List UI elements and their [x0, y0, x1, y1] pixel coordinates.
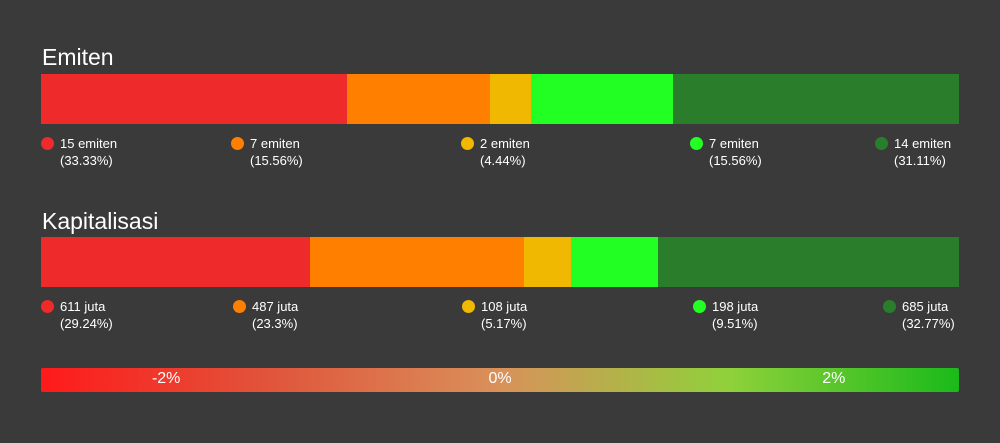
legend-dot-icon: [690, 137, 703, 150]
legend-item: 685 juta (32.77%): [883, 298, 955, 332]
legend-label: 198 juta: [712, 299, 759, 314]
emiten-bar: [41, 74, 959, 124]
legend-item: 15 emiten (33.33%): [41, 135, 117, 169]
kapitalisasi-title: Kapitalisasi: [42, 208, 159, 234]
legend-label: 14 emiten: [894, 136, 952, 151]
legend-item: 2 emiten (4.44%): [461, 135, 530, 169]
bar-segment: [657, 237, 959, 287]
legend-label: 487 juta: [252, 299, 299, 314]
legend-percent: (4.44%): [480, 153, 526, 168]
legend-percent: (9.51%): [712, 316, 758, 331]
legend-percent: (29.24%): [60, 316, 113, 331]
legend-label: 108 juta: [481, 299, 528, 314]
legend-dot-icon: [462, 300, 475, 313]
legend-item: 14 emiten (31.11%): [875, 135, 951, 169]
color-scale: -2% 0% 2%: [41, 368, 959, 392]
legend-dot-icon: [461, 137, 474, 150]
legend-percent: (33.33%): [60, 153, 113, 168]
kapitalisasi-bar: [41, 237, 959, 287]
scale-label: 2%: [822, 370, 846, 387]
legend-percent: (31.11%): [894, 153, 946, 168]
scale-label: -2%: [151, 370, 181, 387]
legend-item: 7 emiten (15.56%): [690, 135, 762, 169]
legend-dot-icon: [875, 137, 888, 150]
bar-segment: [523, 237, 571, 287]
legend-percent: (15.56%): [709, 153, 762, 168]
legend-percent: (15.56%): [250, 153, 303, 168]
emiten-title: Emiten: [42, 44, 114, 70]
bar-segment: [41, 74, 347, 124]
emiten-legend: 15 emiten (33.33%) 7 emiten (15.56%) 2 emite…: [41, 135, 959, 175]
kapitalisasi-legend: 611 juta (29.24%) 487 juta (23.3%) 108 juta (…: [41, 298, 959, 338]
legend-dot-icon: [233, 300, 246, 313]
legend-percent: (5.17%): [481, 316, 527, 331]
bar-segment: [673, 74, 959, 124]
legend-item: 7 emiten (15.56%): [231, 135, 303, 169]
bar-segment: [570, 237, 658, 287]
legend-dot-icon: [693, 300, 706, 313]
legend-label: 611 juta: [60, 299, 106, 314]
legend-item: 611 juta (29.24%): [41, 298, 113, 332]
legend-percent: (23.3%): [252, 316, 298, 331]
scale-label: 0%: [488, 370, 512, 387]
legend-item: 108 juta (5.17%): [462, 298, 527, 332]
legend-label: 7 emiten: [709, 136, 759, 151]
bar-segment: [489, 74, 531, 124]
legend-label: 15 emiten: [60, 136, 118, 151]
bar-segment: [41, 237, 310, 287]
legend-dot-icon: [41, 300, 54, 313]
legend-dot-icon: [41, 137, 54, 150]
legend-label: 685 juta: [902, 299, 949, 314]
bar-segment: [530, 74, 674, 124]
legend-item: 487 juta (23.3%): [233, 298, 298, 332]
bar-segment: [347, 74, 490, 124]
legend-dot-icon: [231, 137, 244, 150]
legend-label: 2 emiten: [480, 136, 530, 151]
legend-item: 198 juta (9.51%): [693, 298, 758, 332]
legend-label: 7 emiten: [250, 136, 300, 151]
bar-segment: [309, 237, 524, 287]
legend-percent: (32.77%): [902, 316, 955, 331]
legend-dot-icon: [883, 300, 896, 313]
